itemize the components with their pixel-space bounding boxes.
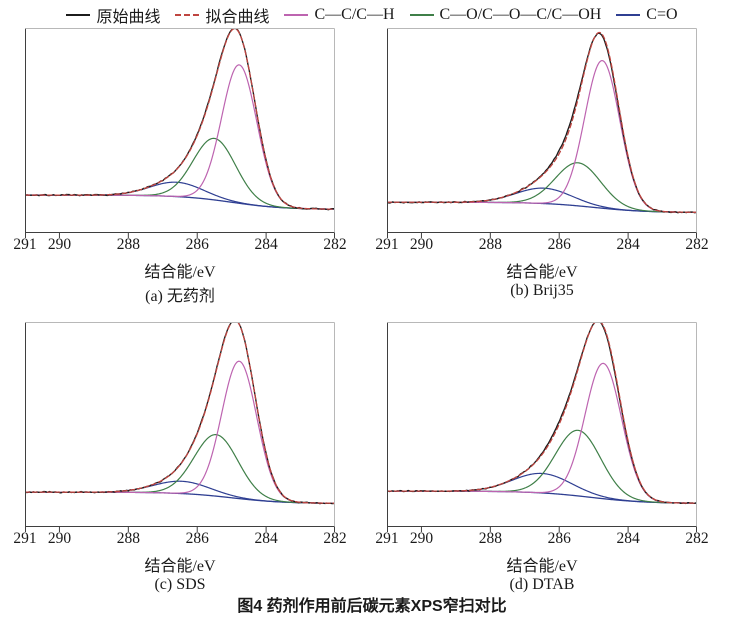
- x-tick-label: 288: [478, 530, 502, 547]
- curve-fitted: [25, 322, 335, 504]
- x-tick-label: 282: [323, 530, 347, 547]
- curve-background: [25, 194, 335, 210]
- x-tick-label: 282: [685, 236, 709, 253]
- x-tick-label: 282: [323, 236, 347, 253]
- x-tick-label: 291: [13, 530, 37, 547]
- xps-plot-d: [387, 322, 697, 532]
- x-tick-label: 290: [409, 236, 434, 253]
- curve-c-double-o: [387, 472, 697, 504]
- xps-plot-c: [25, 322, 335, 532]
- panel-caption-a: (a) 无药剂: [145, 288, 215, 305]
- legend-line-swatch: [616, 14, 641, 16]
- curve-c-o-group: [25, 137, 335, 210]
- legend-item-0: 原始曲线: [66, 3, 160, 27]
- x-tick-label: 290: [47, 530, 72, 547]
- x-tick-label: 291: [13, 236, 37, 253]
- x-tick-label: 284: [616, 236, 640, 253]
- x-tick-label: 290: [409, 530, 434, 547]
- curve-fitted: [387, 322, 697, 504]
- panel-caption-b: (b) Brij35: [510, 282, 574, 299]
- legend-line-swatch: [66, 14, 91, 16]
- figure-caption: 图4 药剂作用前后碳元素XPS窄扫对比: [237, 598, 507, 615]
- plot-legend: 原始曲线 拟合曲线 C—C/C—H C—O/C—O—C/C—OH C=O: [0, 3, 744, 27]
- xps-plot-b: [387, 28, 697, 238]
- curve-original: [387, 322, 697, 505]
- curve-c-c-h: [25, 360, 335, 504]
- legend-label: 原始曲线: [96, 9, 161, 26]
- xps-plot-a: [25, 28, 335, 238]
- x-axis-title: 结合能/eV: [144, 264, 216, 281]
- x-tick-label: 284: [254, 530, 278, 547]
- panel-a: 291 290 288 286 284 282 结合能/eV (a) 无药剂: [13, 28, 347, 308]
- x-tick-label: 282: [685, 530, 709, 547]
- curve-c-c-h: [387, 362, 697, 504]
- x-tick-label: 288: [478, 236, 502, 253]
- x-axis-title: 结合能/eV: [506, 558, 578, 575]
- legend-label: C—C/C—H: [314, 6, 395, 23]
- x-tick-label: 286: [185, 236, 209, 253]
- legend-line-swatch: [409, 14, 434, 16]
- panel-caption-d: (d) DTAB: [509, 576, 575, 593]
- panel-caption-c: (c) SDS: [154, 576, 206, 593]
- legend-item-3: C—O/C—O—C/C—OH: [409, 6, 602, 24]
- legend-label: C—O/C—O—C/C—OH: [439, 6, 602, 23]
- legend-item-2: C—C/C—H: [284, 6, 395, 24]
- x-tick-label: 291: [375, 236, 399, 253]
- panel-c: 291 290 288 286 284 282 结合能/eV (c) SDS: [13, 322, 347, 602]
- x-tick-label: 286: [547, 236, 571, 253]
- x-tick-label: 284: [616, 530, 640, 547]
- x-tick-label: 286: [185, 530, 209, 547]
- curve-fitted: [387, 31, 697, 213]
- legend-label: C=O: [646, 6, 678, 23]
- x-tick-label: 286: [547, 530, 571, 547]
- x-axis-title: 结合能/eV: [506, 264, 578, 281]
- x-axis-title: 结合能/eV: [144, 558, 216, 575]
- x-tick-label: 291: [375, 530, 399, 547]
- panel-b: 291 290 288 286 284 282 结合能/eV (b) Brij35: [375, 28, 709, 308]
- legend-label: 拟合曲线: [205, 9, 270, 26]
- curve-original: [25, 322, 335, 505]
- curve-original: [387, 32, 697, 214]
- curve-c-c-h: [387, 60, 697, 213]
- x-tick-label: 288: [116, 530, 140, 547]
- x-tick-label: 288: [116, 236, 140, 253]
- x-tick-label: 284: [254, 236, 278, 253]
- curve-c-c-h: [25, 64, 335, 210]
- legend-line-swatch: [284, 14, 309, 16]
- legend-line-swatch: [175, 14, 200, 16]
- x-tick-label: 290: [47, 236, 72, 253]
- legend-item-4: C=O: [616, 6, 678, 24]
- panel-d: 291 290 288 286 284 282 结合能/eV (d) DTAB: [375, 322, 709, 602]
- legend-item-1: 拟合曲线: [175, 3, 269, 27]
